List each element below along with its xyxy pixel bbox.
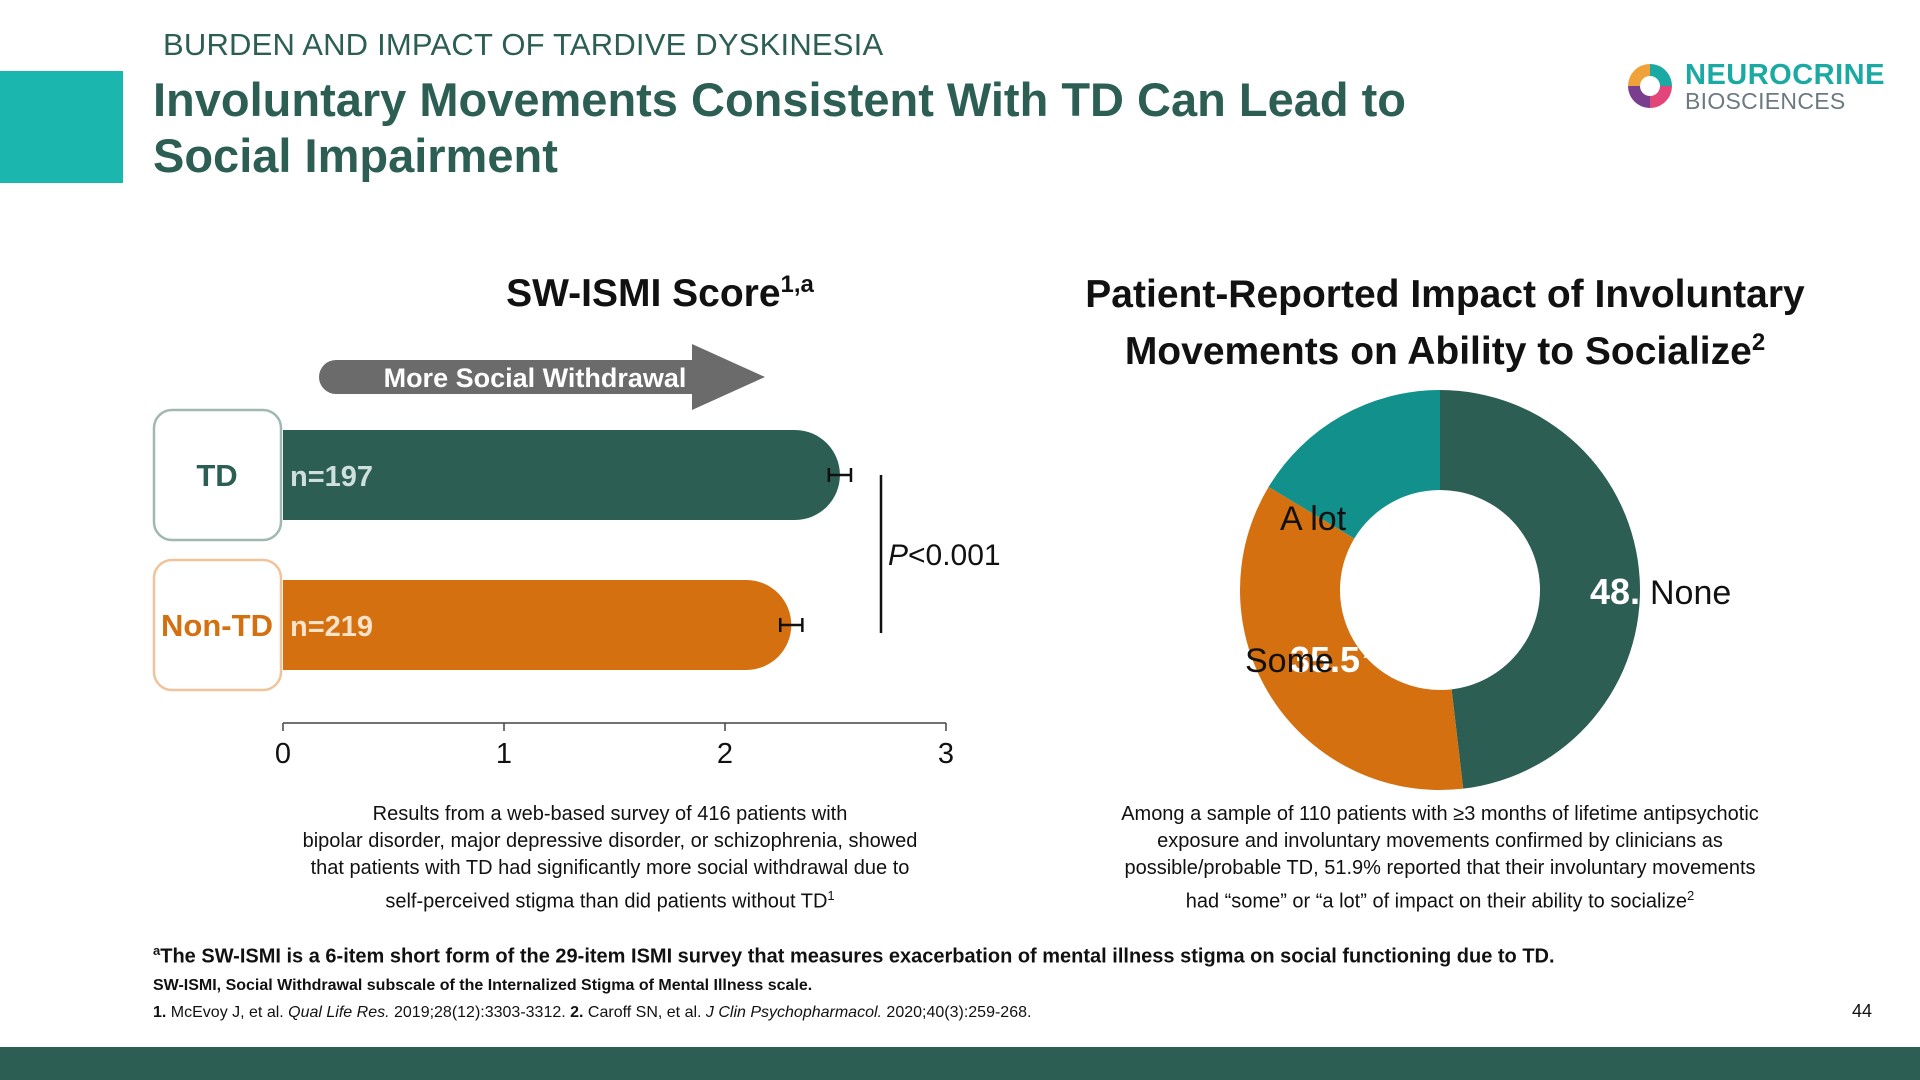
donut-slice-some	[1240, 486, 1464, 790]
category-label-box	[152, 558, 283, 692]
x-tick-label: 0	[275, 738, 291, 770]
x-tick-label: 1	[496, 738, 512, 770]
bar-chart-caption: Results from a web-based survey of 416 p…	[302, 803, 918, 913]
x-tick-label: 2	[717, 738, 733, 770]
error-bar	[779, 618, 804, 632]
sample-size-label: n=197	[290, 461, 373, 493]
footnote-references: 1. McEvoy J, et al. Qual Life Res. 2019;…	[153, 1004, 1032, 1021]
donut-chart-caption: Among a sample of 110 patients with ≥3 m…	[1121, 803, 1759, 913]
category-label: TD	[196, 458, 237, 493]
neurocrine-logo-icon	[1628, 64, 1672, 108]
donut-slice-none	[1440, 390, 1641, 789]
slice-value-label: 16.4%	[1380, 522, 1468, 563]
page-number: 44	[1852, 1001, 1873, 1021]
sample-size-label: n=219	[290, 611, 373, 643]
p-value: P<0.001	[888, 539, 1001, 572]
bar-chart-title: SW-ISMI Score1,a	[506, 271, 814, 315]
error-bar	[827, 468, 853, 482]
bottom-bar	[0, 1047, 1920, 1080]
slice-value-label: 35.5%	[1290, 639, 1378, 680]
bar-td	[283, 430, 840, 520]
logo-wordmark: NEUROCRINE	[1685, 59, 1885, 91]
slice-value-label: 48.2%	[1590, 571, 1678, 612]
x-tick-label: 3	[938, 738, 954, 770]
accent-block	[0, 71, 123, 183]
arrow-label: More Social Withdrawal	[384, 363, 687, 393]
logo-subwordmark: BIOSCIENCES	[1685, 88, 1846, 114]
category-label-box	[152, 408, 283, 542]
slice-category-label: Some	[1245, 642, 1334, 680]
donut-chart: 48.2%None 35.5%Some 16.4% A lot	[1240, 390, 1731, 790]
bar-chart: More Social Withdrawal TD n=197 Non-TD n=21…	[152, 344, 1001, 770]
withdrawal-arrow	[319, 344, 765, 410]
donut-slice-a-lot	[1268, 390, 1440, 539]
footnote-abbreviation: SW-ISMI, Social Withdrawal subscale of t…	[153, 977, 813, 994]
bar-non-td	[283, 580, 792, 670]
slice-category-label: A lot	[1280, 500, 1347, 538]
donut-chart-title: Patient-Reported Impact of Involuntary M…	[1085, 273, 1805, 373]
category-label: Non-TD	[161, 608, 273, 643]
footnote-definition: aThe SW-ISMI is a 6-item short form of t…	[153, 943, 1555, 968]
section-label: BURDEN AND IMPACT OF TARDIVE DYSKINESIA	[163, 27, 884, 62]
slide-title: Involuntary Movements Consistent With TD…	[153, 73, 1407, 182]
slice-category-label: None	[1650, 574, 1731, 612]
